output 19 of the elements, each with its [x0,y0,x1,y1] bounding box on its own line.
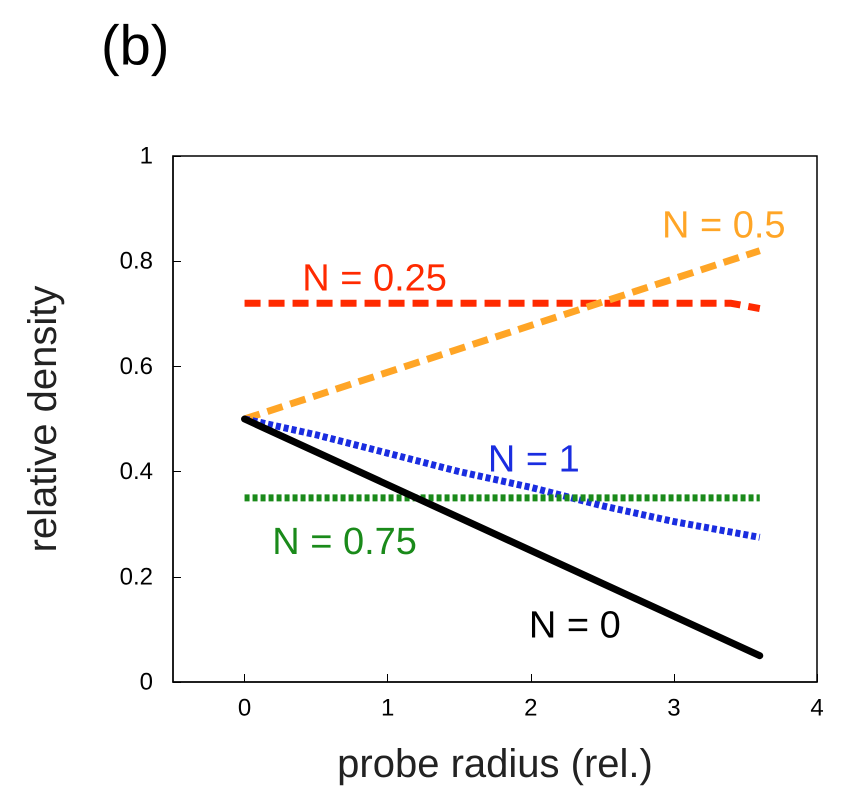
y-tick-label: 0.8 [120,248,153,275]
chart-title: (b) [101,14,170,76]
x-tick-label: 0 [238,694,252,722]
y-tick-label: 1 [140,142,153,170]
series-label: N = 1 [488,438,580,480]
series-label: N = 0.25 [302,257,447,300]
y-tick-label: 0.6 [120,352,153,380]
y-tick-label: 0 [140,668,153,696]
x-tick-label: 2 [524,694,538,722]
series-label: N = 0.5 [662,204,786,247]
x-tick-label: 3 [667,694,681,722]
x-axis-title: probe radius (rel.) [337,742,653,786]
series-label: N = 0.75 [272,520,417,563]
x-tick-label: 1 [380,694,394,722]
y-tick-label: 0.2 [120,563,153,590]
y-axis-title: relative density [21,286,65,552]
x-tick-label: 4 [810,694,824,722]
series-label: N = 0 [528,604,621,647]
y-tick-label: 0.4 [120,458,153,486]
